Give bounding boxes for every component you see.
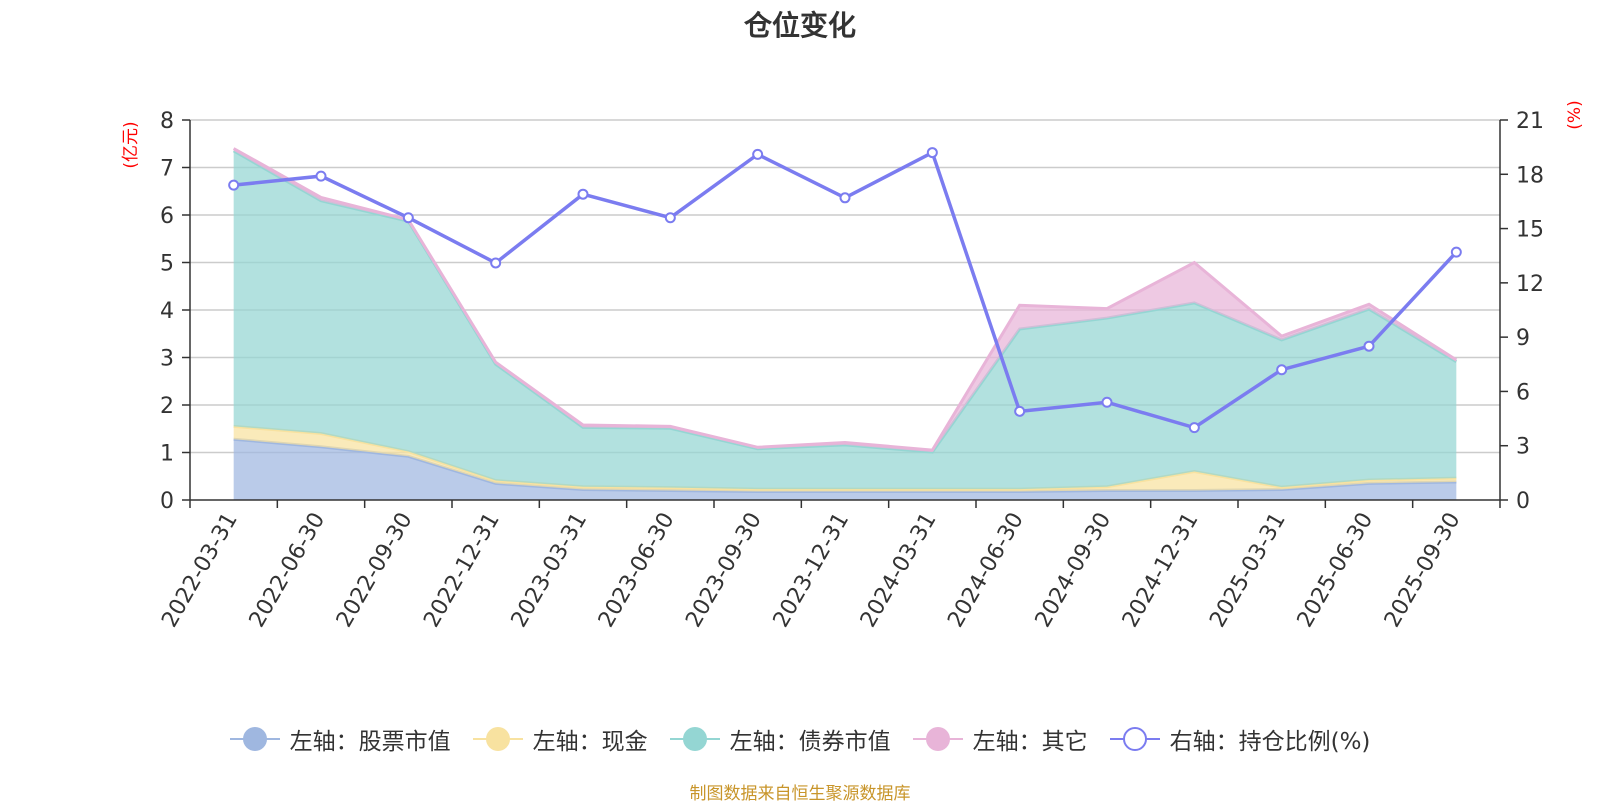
right-tick-label: 15 (1516, 218, 1544, 243)
ratio-point (752, 148, 764, 160)
right-tick-label: 3 (1516, 435, 1530, 460)
x-tick-label: 2022-03-31 (157, 509, 243, 632)
legend-item[interactable]: 左轴：现金 (472, 722, 648, 756)
right-tick-label: 18 (1516, 163, 1544, 188)
ratio-point (315, 170, 327, 182)
legend-circle-icon (669, 724, 720, 754)
legend-label: 左轴：债券市值 (729, 729, 891, 755)
source-note: 制图数据来自恒生聚源数据库 (689, 784, 911, 804)
left-tick-label: 8 (160, 109, 174, 134)
ratio-point (490, 257, 502, 269)
x-tick-label: 2022-12-31 (419, 509, 505, 632)
x-tick-label: 2025-03-31 (1205, 509, 1291, 632)
ratio-point (926, 147, 938, 159)
ratio-point (1276, 364, 1288, 376)
left-tick-label: 3 (160, 347, 174, 372)
ratio-point (664, 212, 676, 224)
ratio-point (402, 212, 414, 224)
x-tick-label: 2023-03-31 (507, 509, 593, 632)
x-tick-label: 2022-06-30 (245, 509, 331, 632)
left-tick-label: 6 (160, 204, 174, 229)
ratio-point (228, 179, 240, 191)
area-edge (232, 147, 1458, 452)
x-tick-label: 2022-09-30 (332, 509, 418, 632)
legend-label: 右轴：持仓比例(%) (1169, 729, 1371, 755)
ratio-point (1014, 405, 1026, 417)
legend-label: 左轴：股票市值 (289, 729, 451, 755)
x-tick-label: 2024-09-30 (1031, 509, 1117, 632)
x-tick-label: 2025-06-30 (1293, 509, 1379, 632)
x-tick-label: 2023-12-31 (769, 509, 855, 632)
right-axis-label: (%) (1565, 100, 1585, 129)
right-tick-label: 0 (1516, 489, 1530, 514)
x-tick-label: 2023-09-30 (681, 509, 767, 632)
left-tick-label: 5 (160, 252, 174, 277)
left-tick-label: 4 (160, 299, 174, 324)
area-series (232, 147, 1458, 500)
legend-item[interactable]: 左轴：债券市值 (669, 722, 891, 756)
right-tick-label: 21 (1516, 109, 1544, 134)
ratio-point (577, 188, 589, 200)
legend-circle-icon (912, 724, 963, 754)
ratio-point (1450, 246, 1462, 258)
area-band (233, 439, 1457, 500)
left-tick-label: 0 (160, 489, 174, 514)
left-tick-label: 2 (160, 394, 174, 419)
legend-item[interactable]: 左轴：其它 (912, 722, 1088, 756)
left-axis-label: (亿元) (121, 121, 141, 168)
legend-item[interactable]: 右轴：持仓比例(%) (1109, 722, 1371, 756)
left-tick-label: 1 (160, 442, 174, 467)
legend-circle-icon (472, 724, 523, 754)
left-tick-label: 7 (160, 157, 174, 182)
x-tick-label: 2024-03-31 (856, 509, 942, 632)
area-band (233, 150, 1457, 490)
area-band (233, 426, 1457, 492)
legend-item[interactable]: 左轴：股票市值 (229, 722, 451, 756)
ratio-point (1101, 396, 1113, 408)
x-tick-label: 2023-06-30 (594, 509, 680, 632)
chart-title: 仓位变化 (743, 9, 856, 42)
ratio-point (1363, 340, 1375, 352)
right-tick-label: 9 (1516, 326, 1530, 351)
x-tick-label: 2024-06-30 (943, 509, 1029, 632)
legend-hollow-circle-icon (1109, 724, 1160, 754)
legend-label: 左轴：现金 (532, 729, 648, 755)
legend-circle-icon (229, 724, 280, 754)
right-tick-label: 6 (1516, 380, 1530, 405)
legend: 左轴：股票市值 左轴：现金 左轴：债券市值 左轴：其它 右轴：持仓比例(%) (0, 722, 1600, 756)
x-tick-label: 2024-12-31 (1118, 509, 1204, 632)
line-series (228, 147, 1462, 434)
right-tick-label: 12 (1516, 272, 1544, 297)
x-tick-label: 2025-09-30 (1380, 509, 1466, 632)
legend-label: 左轴：其它 (972, 729, 1088, 755)
ratio-point (1188, 422, 1200, 434)
area-band (233, 148, 1457, 453)
ratio-point (839, 192, 851, 204)
